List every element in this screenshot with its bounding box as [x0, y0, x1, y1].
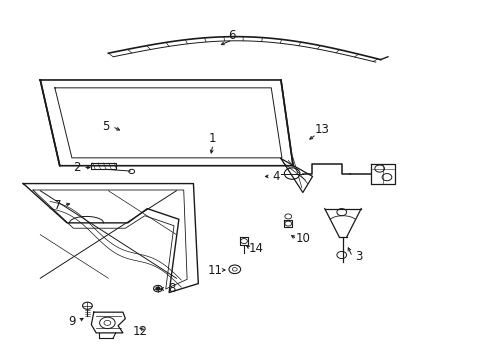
- Text: 9: 9: [68, 315, 76, 328]
- Text: 12: 12: [132, 325, 147, 338]
- Text: 5: 5: [102, 120, 109, 133]
- Text: 13: 13: [314, 123, 329, 136]
- Text: 7: 7: [54, 198, 61, 212]
- Text: 8: 8: [167, 283, 175, 296]
- Text: 14: 14: [249, 242, 264, 255]
- Text: 4: 4: [272, 170, 279, 183]
- Circle shape: [156, 287, 160, 290]
- Text: 3: 3: [354, 250, 362, 263]
- Text: 11: 11: [207, 264, 223, 276]
- Text: 10: 10: [295, 233, 310, 246]
- Text: 2: 2: [73, 161, 81, 174]
- Text: 6: 6: [228, 29, 236, 42]
- Text: 1: 1: [209, 132, 216, 145]
